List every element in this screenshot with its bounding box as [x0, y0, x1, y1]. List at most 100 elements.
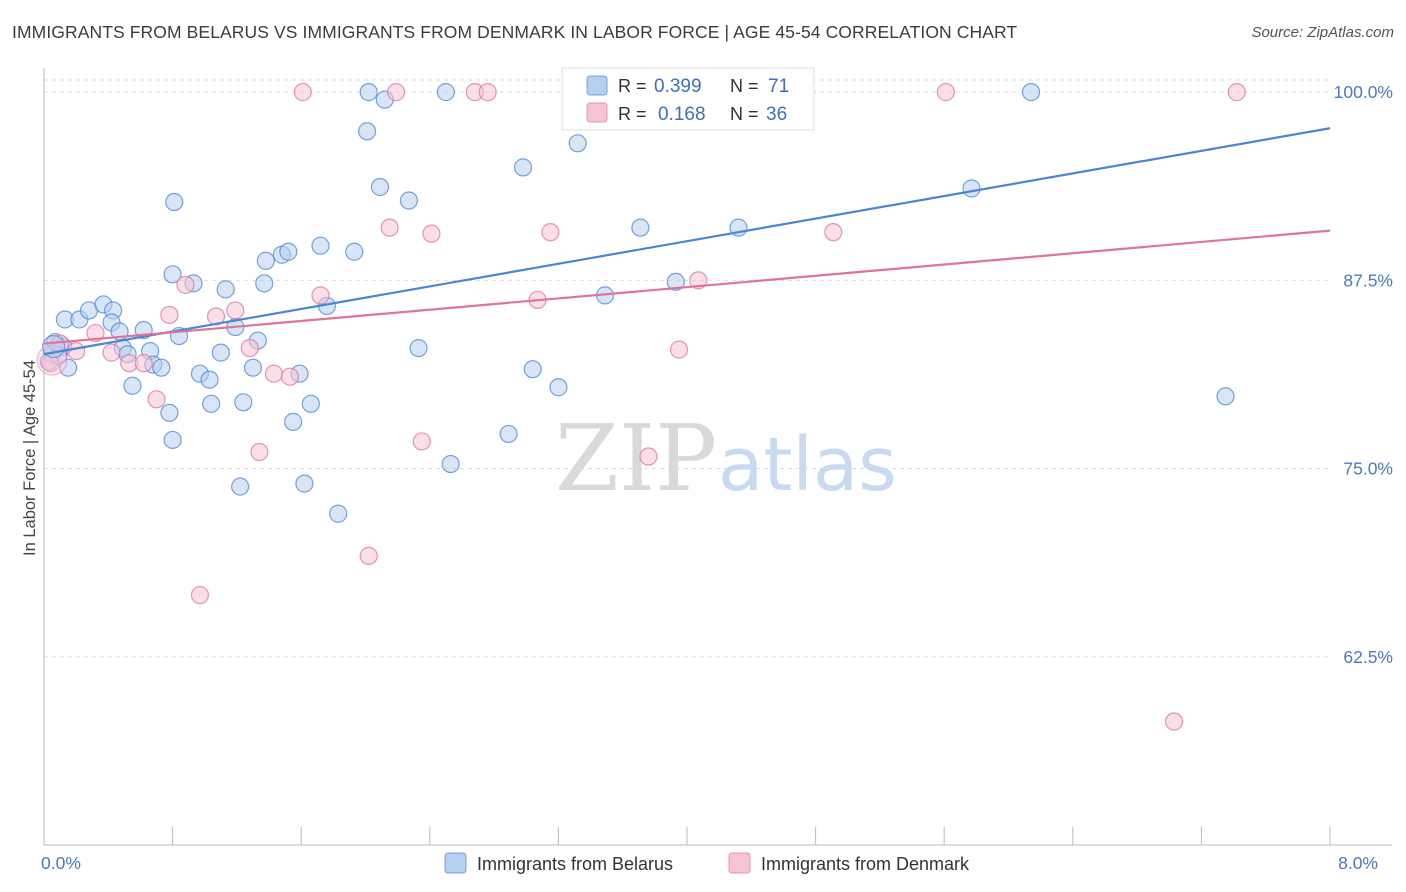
belarus-point	[329, 504, 348, 523]
series-legend-swatch-belarus	[444, 852, 467, 874]
belarus-point	[962, 179, 981, 198]
belarus-point	[1021, 83, 1041, 102]
legend-r-label-belarus: R =	[618, 76, 647, 96]
denmark-point	[1164, 712, 1184, 731]
legend-swatch-denmark	[586, 102, 608, 123]
denmark-point	[190, 585, 210, 605]
belarus-trend-line	[43, 127, 1331, 356]
legend-swatch-belarus	[586, 75, 608, 96]
belarus-point	[160, 403, 179, 422]
source-credit: Source: ZipAtlas.com	[1251, 24, 1394, 41]
y-tick-label: 75.0%	[1343, 459, 1393, 479]
y-axis-label: In Labor Force | Age 45-54	[21, 360, 39, 556]
y-tick-label: 62.5%	[1343, 647, 1393, 667]
belarus-point	[358, 122, 377, 141]
x-tick-label: 0.0%	[41, 853, 81, 873]
denmark-point	[386, 83, 406, 102]
denmark-point	[293, 83, 312, 102]
denmark-point	[147, 390, 166, 409]
belarus-point	[399, 191, 419, 210]
belarus-point	[256, 251, 275, 270]
y-tick-label: 100.0%	[1334, 82, 1393, 102]
legend-n-label-denmark: N =	[730, 104, 759, 124]
denmark-point	[67, 342, 86, 361]
x-tick-label: 8.0%	[1338, 853, 1378, 873]
belarus-point	[123, 376, 142, 395]
belarus-point	[631, 218, 650, 237]
series-legend: Immigrants from Belarus Immigrants from …	[444, 852, 970, 874]
denmark-point	[412, 432, 431, 451]
belarus-point	[523, 360, 542, 379]
chart-title: IMMIGRANTS FROM BELARUS VS IMMIGRANTS FR…	[12, 22, 1018, 42]
stats-legend: R = 0.399 N = 71 R = 0.168 N = 36	[561, 67, 815, 131]
denmark-point	[639, 447, 658, 466]
denmark-point	[1227, 83, 1246, 102]
denmark-trend-line	[43, 229, 1331, 345]
belarus-point	[513, 158, 533, 177]
denmark-point	[689, 271, 708, 290]
denmark-point	[478, 83, 497, 102]
watermark-atlas: atlas	[718, 422, 897, 508]
denmark-point	[541, 223, 560, 242]
denmark-point	[240, 338, 259, 358]
belarus-point	[370, 177, 390, 197]
denmark-point	[250, 442, 269, 462]
belarus-point	[295, 474, 314, 493]
belarus-point	[284, 412, 303, 431]
denmark-point	[824, 223, 843, 242]
denmark-point	[669, 340, 689, 359]
denmark-point	[359, 546, 378, 565]
y-tick-labels: 62.5% 75.0% 87.5% 100.0%	[1334, 82, 1393, 667]
denmark-point	[936, 83, 955, 102]
legend-n-value-belarus: 71	[768, 76, 789, 97]
series-legend-label-denmark: Immigrants from Denmark	[761, 854, 970, 874]
belarus-point	[279, 242, 298, 261]
data-points	[36, 83, 1246, 731]
denmark-point	[422, 224, 441, 243]
belarus-point	[231, 477, 250, 496]
legend-n-label-belarus: N =	[730, 76, 759, 96]
belarus-point	[568, 134, 587, 153]
belarus-point	[1216, 387, 1235, 406]
denmark-point	[102, 343, 121, 362]
belarus-point	[359, 83, 378, 102]
belarus-point	[301, 394, 320, 413]
belarus-point	[152, 358, 171, 377]
watermark: ZIP atlas	[555, 405, 897, 512]
denmark-point	[160, 305, 179, 325]
watermark-zip: ZIP	[555, 405, 717, 512]
denmark-point	[226, 301, 245, 320]
series-legend-swatch-denmark	[728, 852, 751, 874]
belarus-point	[666, 272, 685, 291]
y-tick-label: 87.5%	[1343, 270, 1393, 290]
denmark-point	[176, 275, 195, 294]
denmark-point	[380, 218, 399, 237]
belarus-point	[202, 394, 221, 413]
belarus-point	[255, 274, 274, 293]
belarus-point	[200, 370, 219, 389]
belarus-point	[211, 343, 230, 362]
belarus-point	[436, 83, 455, 102]
legend-r-label-denmark: R =	[618, 104, 647, 124]
belarus-point	[345, 242, 364, 261]
x-tick-labels: 0.0% 8.0%	[41, 853, 1378, 873]
belarus-point	[549, 378, 568, 397]
belarus-point	[243, 358, 263, 377]
legend-r-value-denmark: 0.168	[658, 104, 706, 125]
belarus-point	[59, 358, 78, 377]
legend-r-value-belarus: 0.399	[654, 76, 702, 97]
belarus-point	[163, 265, 182, 284]
belarus-point	[441, 454, 460, 474]
denmark-point	[280, 367, 300, 386]
grid-lines	[44, 79, 1330, 658]
denmark-point	[86, 323, 105, 343]
legend-n-value-denmark: 36	[766, 104, 787, 125]
series-legend-label-belarus: Immigrants from Belarus	[477, 854, 673, 874]
belarus-point	[163, 430, 182, 450]
trend-lines	[43, 127, 1331, 356]
belarus-point	[165, 192, 184, 212]
belarus-point	[499, 424, 518, 444]
denmark-point	[264, 364, 283, 383]
belarus-point	[311, 236, 330, 255]
